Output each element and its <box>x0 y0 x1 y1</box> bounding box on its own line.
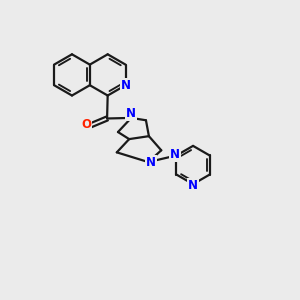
Text: O: O <box>82 118 92 131</box>
Text: N: N <box>170 148 180 161</box>
Text: N: N <box>126 107 136 120</box>
Text: N: N <box>188 179 198 192</box>
Text: N: N <box>146 156 156 169</box>
Text: N: N <box>121 79 130 92</box>
